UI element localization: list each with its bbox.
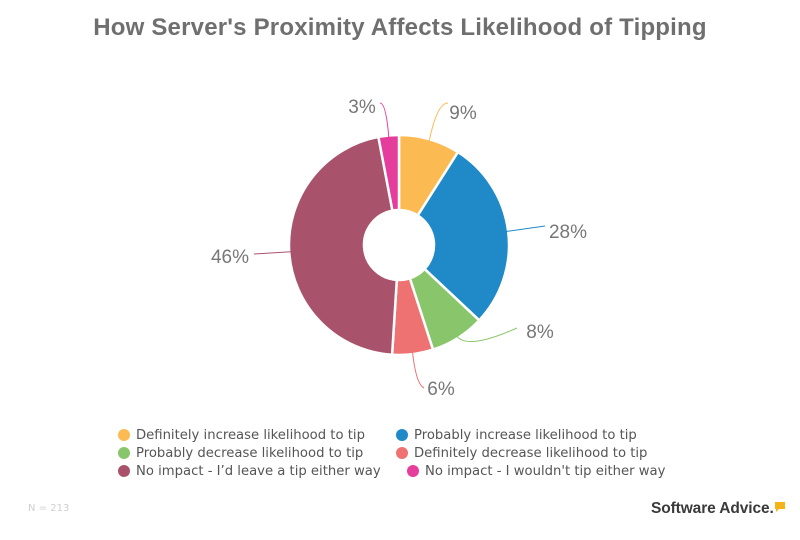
legend-label: Definitely increase likelihood to tip xyxy=(136,427,365,443)
leader-lines-group xyxy=(253,102,546,389)
legend-item-no-impact-no-tip: No impact - I wouldn't tip either way xyxy=(407,462,665,480)
legend-label: Probably decrease likelihood to tip xyxy=(136,445,364,461)
value-labels-group: 9% 28% 8% 6% 46% 3% xyxy=(211,97,587,400)
legend-item-probably-increase: Probably increase likelihood to tip xyxy=(396,426,637,444)
leader-line-definitely-decrease xyxy=(412,352,425,389)
value-label-probably-increase: 28% xyxy=(549,222,587,243)
leader-line-definitely-increase xyxy=(428,102,449,142)
legend-item-probably-decrease: Probably decrease likelihood to tip xyxy=(118,444,363,462)
slice-no-impact-leave-tip xyxy=(287,135,399,357)
legend-label: Probably increase likelihood to tip xyxy=(414,427,637,443)
slice-no-impact-no-tip xyxy=(377,133,401,212)
value-label-definitely-decrease: 6% xyxy=(427,379,455,400)
legend-dot xyxy=(118,429,130,441)
leader-line-no-impact-leave-tip xyxy=(253,251,292,255)
legend-label: Definitely decrease likelihood to tip xyxy=(414,445,648,461)
legend-dot xyxy=(396,447,408,459)
legend-item-definitely-increase: Definitely increase likelihood to tip xyxy=(118,426,365,444)
value-label-probably-decrease: 8% xyxy=(526,322,554,343)
speech-bubble-icon xyxy=(774,502,785,512)
brand-logo: Software Advice. xyxy=(651,500,785,518)
legend-label: No impact - I wouldn't tip either way xyxy=(425,463,666,479)
value-label-no-impact-no-tip: 3% xyxy=(348,97,376,118)
legend-dot xyxy=(118,447,130,459)
legend-item-no-impact-leave-tip: No impact - I’d leave a tip either way xyxy=(118,462,381,480)
legend-label: No impact - I’d leave a tip either way xyxy=(136,463,381,479)
leader-line-probably-increase xyxy=(506,225,546,232)
chart-title: How Server's Proximity Affects Likelihoo… xyxy=(93,14,707,41)
slices-group xyxy=(287,133,511,357)
legend-dot xyxy=(396,429,408,441)
leader-line-no-impact-no-tip xyxy=(379,102,390,138)
legend-item-definitely-decrease: Definitely decrease likelihood to tip xyxy=(396,444,647,462)
leader-line-probably-decrease xyxy=(456,327,518,342)
legend-dot xyxy=(407,465,419,477)
sample-size-note: N = 213 xyxy=(28,503,70,514)
slice-probably-increase xyxy=(416,150,511,322)
legend-dot xyxy=(118,465,130,477)
brand-name: Software Advice. xyxy=(651,500,774,517)
value-label-definitely-increase: 9% xyxy=(449,103,477,124)
value-label-no-impact-leave-tip: 46% xyxy=(211,247,249,268)
